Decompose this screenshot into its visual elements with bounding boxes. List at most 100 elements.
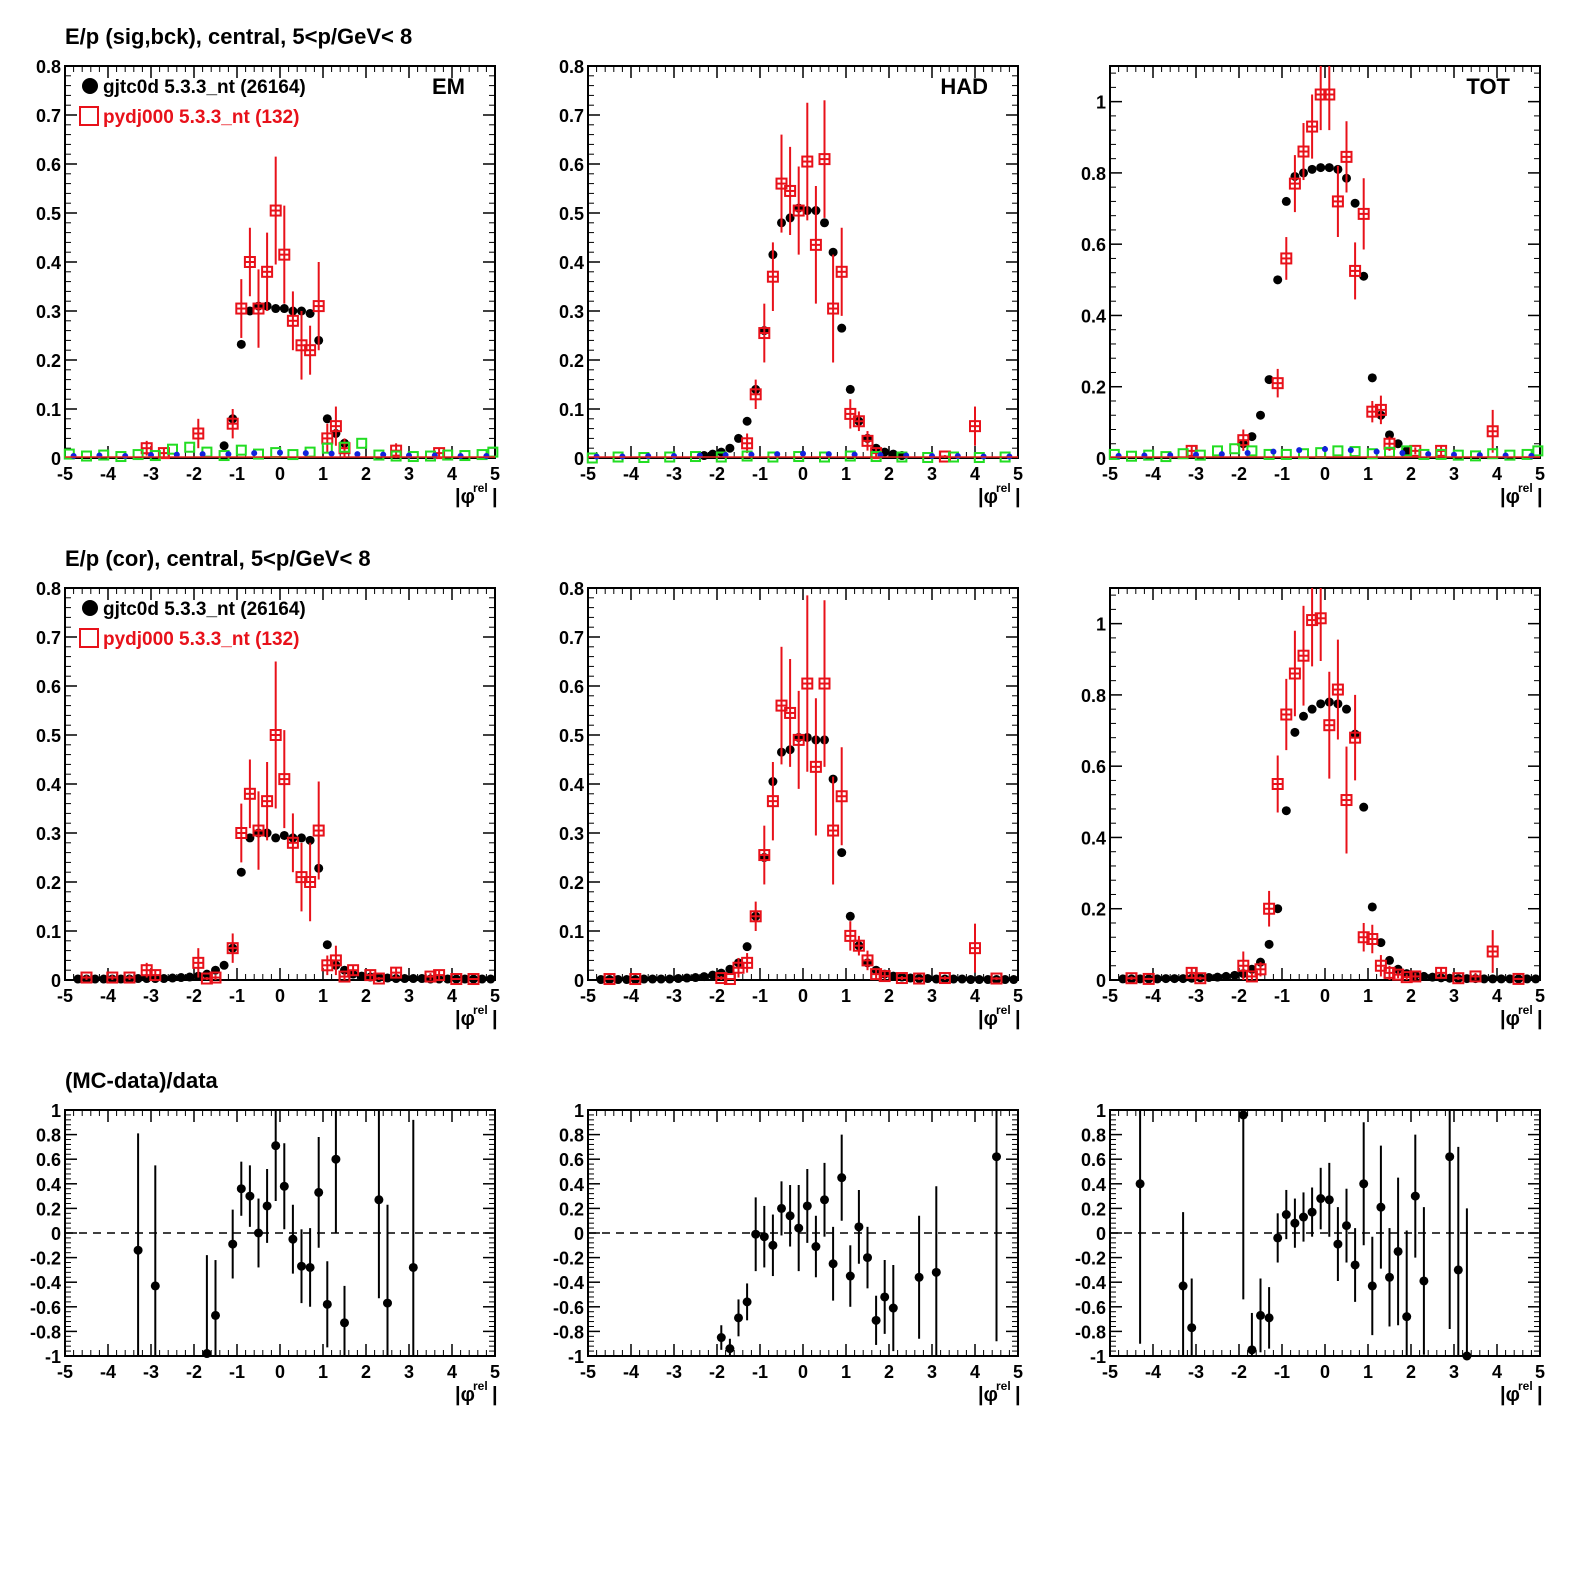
data-point bbox=[983, 975, 993, 985]
y-tick-label: 0.8 bbox=[559, 579, 584, 599]
mc-point bbox=[969, 942, 981, 955]
background-point bbox=[328, 450, 335, 457]
x-tick-label: -2 bbox=[709, 1362, 725, 1382]
data-point bbox=[90, 974, 100, 984]
background-point bbox=[167, 443, 178, 455]
background-point bbox=[354, 451, 361, 458]
series-dot bbox=[73, 828, 496, 984]
data-point bbox=[1324, 163, 1334, 173]
data-point bbox=[219, 960, 229, 970]
mc-point bbox=[1254, 963, 1267, 976]
x-axis-label: |φ bbox=[978, 1384, 998, 1406]
mc-point bbox=[913, 972, 926, 985]
data-point bbox=[1453, 1265, 1463, 1275]
data-point bbox=[966, 975, 976, 985]
x-tick-label: 2 bbox=[884, 464, 894, 484]
data-point bbox=[863, 1253, 872, 1263]
y-tick-label: 0.3 bbox=[36, 302, 61, 322]
data-point bbox=[596, 975, 606, 985]
data-point bbox=[1178, 1281, 1188, 1291]
x-tick-label: 0 bbox=[798, 1362, 808, 1382]
data-point bbox=[1359, 802, 1369, 812]
x-tick-label: -2 bbox=[1231, 464, 1247, 484]
mc-point bbox=[1280, 252, 1293, 265]
data-point bbox=[1385, 955, 1394, 965]
y-tick-label: 0.7 bbox=[559, 106, 584, 126]
x-tick-label: 1 bbox=[841, 986, 851, 1006]
mc-point bbox=[741, 956, 754, 969]
x-tick-label: 3 bbox=[1449, 1362, 1459, 1382]
y-tick-label: 0.5 bbox=[36, 204, 61, 224]
x-tick-label: -3 bbox=[666, 986, 682, 1006]
mc-point bbox=[192, 427, 205, 440]
mc-point bbox=[766, 270, 779, 283]
background-point bbox=[1244, 450, 1251, 457]
mc-point bbox=[852, 939, 865, 952]
data-point bbox=[880, 1292, 890, 1302]
data-point bbox=[734, 433, 743, 443]
data-point bbox=[1273, 904, 1283, 914]
x-axis-label: |φ bbox=[1500, 486, 1520, 508]
background-point bbox=[442, 449, 454, 461]
x-tick-label: 0 bbox=[1320, 1362, 1330, 1382]
background-point bbox=[929, 453, 935, 460]
y-tick-label: 0.4 bbox=[559, 253, 584, 273]
y-tick-label: -0.4 bbox=[1075, 1273, 1106, 1293]
x-tick-label: 1 bbox=[318, 1362, 328, 1382]
data-point bbox=[1342, 1221, 1351, 1231]
data-point bbox=[185, 972, 195, 982]
background-point bbox=[851, 451, 858, 458]
data-point bbox=[1213, 972, 1222, 982]
x-tick-label: -3 bbox=[1188, 986, 1204, 1006]
y-tick-label: 0.2 bbox=[36, 1199, 61, 1219]
data-point bbox=[133, 974, 143, 984]
mc-point bbox=[758, 327, 771, 340]
mc-point bbox=[433, 969, 446, 982]
x-tick-label: 0 bbox=[275, 1362, 285, 1382]
data-point bbox=[1307, 164, 1317, 174]
y-tick-label: 0.8 bbox=[559, 1126, 584, 1146]
mc-point bbox=[818, 153, 831, 166]
y-tick-label: 0.8 bbox=[1081, 686, 1106, 706]
data-point bbox=[1000, 975, 1010, 985]
y-tick-label: -0.2 bbox=[553, 1249, 584, 1269]
data-point bbox=[888, 1303, 898, 1313]
y-tick-label: -1 bbox=[568, 1347, 584, 1367]
y-tick-label: 1 bbox=[574, 1101, 584, 1121]
data-point bbox=[400, 974, 410, 984]
mc-point bbox=[252, 824, 265, 837]
data-point bbox=[691, 973, 700, 983]
data-point bbox=[1462, 974, 1472, 984]
data-point bbox=[1367, 1281, 1377, 1291]
y-tick-label: 0.6 bbox=[1081, 1150, 1106, 1170]
y-tick-label: 0.6 bbox=[559, 155, 584, 175]
data-point bbox=[888, 971, 898, 981]
y-tick-label: 0.4 bbox=[36, 775, 61, 795]
mc-point bbox=[106, 971, 119, 984]
data-point bbox=[150, 1281, 160, 1291]
y-tick-label: -0.6 bbox=[30, 1298, 61, 1318]
mc-point bbox=[1340, 794, 1353, 807]
x-tick-label: 0 bbox=[275, 464, 285, 484]
y-tick-label: 0.8 bbox=[36, 1126, 61, 1146]
data-point bbox=[236, 339, 246, 349]
mc-point bbox=[1245, 970, 1258, 983]
data-point bbox=[837, 848, 847, 858]
background-point bbox=[1270, 448, 1277, 455]
data-point bbox=[1531, 974, 1541, 984]
background-point bbox=[199, 451, 206, 458]
data-point bbox=[383, 973, 392, 983]
mc-point bbox=[870, 968, 883, 981]
mc-point bbox=[450, 973, 463, 986]
data-point bbox=[854, 1222, 864, 1232]
mc-point bbox=[1306, 614, 1319, 627]
legend-mc-label: pydj000 5.3.3_nt (132) bbox=[103, 629, 299, 650]
background-point bbox=[122, 453, 129, 460]
data-point bbox=[1419, 1276, 1429, 1286]
panel-tag: TOT bbox=[1466, 74, 1510, 99]
mc-point bbox=[969, 420, 981, 433]
plot-frame bbox=[1109, 65, 1541, 459]
x-tick-label: -1 bbox=[752, 1362, 768, 1382]
x-tick-label: 0 bbox=[1320, 986, 1330, 1006]
x-axis-label: |φ bbox=[455, 1384, 475, 1406]
